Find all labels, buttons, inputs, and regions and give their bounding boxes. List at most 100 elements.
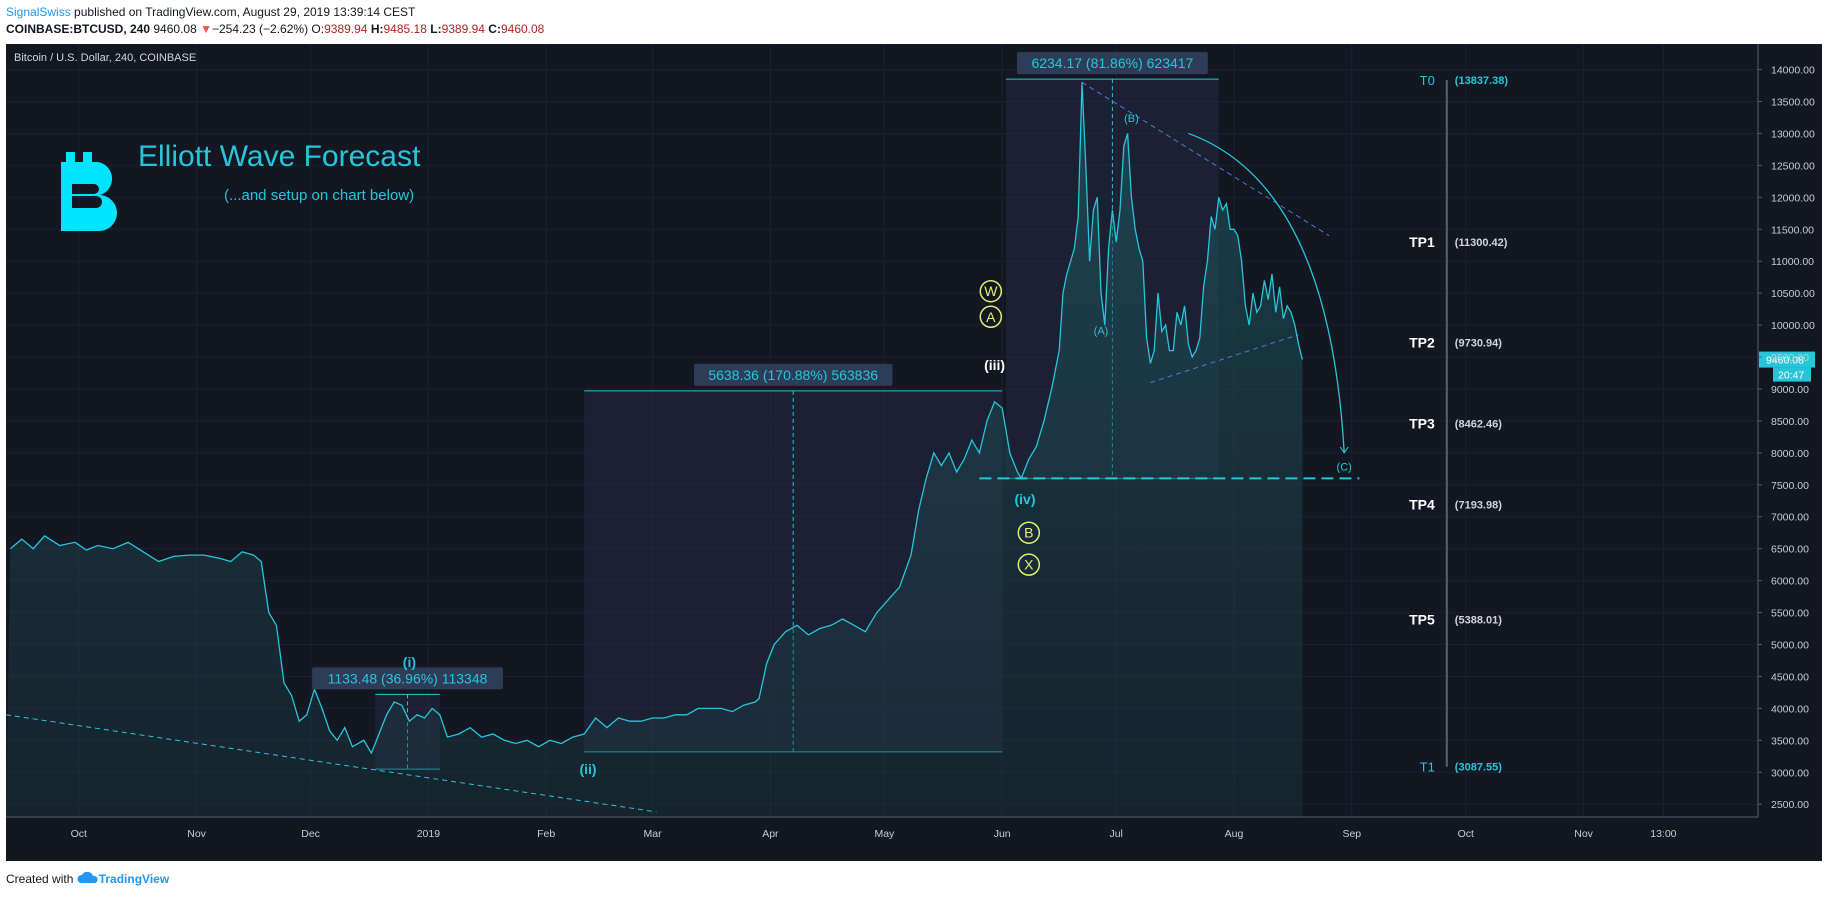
x-tick-label: Nov xyxy=(1574,828,1593,840)
y-tick-label: 5000.00 xyxy=(1771,640,1809,652)
trendlines xyxy=(5,81,1360,813)
forecast-arrow-head xyxy=(1339,446,1349,454)
y-tick-label: 9500.00 xyxy=(1771,352,1809,364)
x-tick-label: May xyxy=(874,828,895,840)
wave-label: (C) xyxy=(1337,462,1352,474)
x-tick-label: Dec xyxy=(301,828,320,840)
y-tick-label: 11500.00 xyxy=(1771,224,1814,236)
wave-circle-label: X xyxy=(1024,557,1034,573)
footer-text: Created with xyxy=(6,872,74,886)
target-name: TP5 xyxy=(1409,612,1435,628)
tradingview-cloud-icon xyxy=(77,871,98,883)
bitcoin-logo-icon xyxy=(61,152,118,232)
countdown-box xyxy=(1773,367,1811,382)
annotations: 1133.48 (36.96%) 113348 5638.36 (170.88%)… xyxy=(312,52,1815,777)
target-value: (8462.46) xyxy=(1455,418,1502,430)
overlay-subtitle: (...and setup on chart below) xyxy=(224,187,414,204)
y-tick-label: 2500.00 xyxy=(1771,799,1809,811)
target-name: T1 xyxy=(1420,760,1435,775)
wave-label: (i) xyxy=(403,654,416,670)
high-value: 9485.18 xyxy=(383,22,427,36)
wave-label: (B) xyxy=(1124,113,1139,125)
measure-label: 5638.36 (170.88%) 563836 xyxy=(708,367,878,383)
x-tick-label: 2019 xyxy=(417,828,441,840)
y-tick-label: 3500.00 xyxy=(1771,735,1809,747)
trendline-support xyxy=(1150,334,1299,384)
last-price: 9460.08 xyxy=(153,22,197,36)
target-value: (11300.42) xyxy=(1455,237,1508,249)
y-tick-label: 9000.00 xyxy=(1771,384,1809,396)
price-area-fill xyxy=(6,82,1303,818)
down-arrow-icon: ▼ xyxy=(200,22,212,36)
target-value: (3087.55) xyxy=(1455,762,1502,774)
price-line xyxy=(9,82,1304,755)
chart-title: Bitcoin / U.S. Dollar, 240, COINBASE xyxy=(14,52,196,64)
overlay-title: Elliott Wave Forecast xyxy=(138,140,421,173)
trendline-lower xyxy=(5,714,657,813)
y-tick-label: 8000.00 xyxy=(1771,448,1809,460)
y-tick-label: 11000.00 xyxy=(1771,256,1814,268)
y-tick-label: 10500.00 xyxy=(1771,288,1815,300)
high-label: H: xyxy=(370,22,384,36)
wave-label: (ii) xyxy=(579,761,596,777)
x-tick-label: Jul xyxy=(1109,828,1122,840)
target-value: (13837.38) xyxy=(1455,75,1509,87)
y-tick-label: 3000.00 xyxy=(1771,767,1809,779)
target-name: TP2 xyxy=(1409,334,1435,350)
price-chart[interactable]: 1133.48 (36.96%) 113348 5638.36 (170.88%)… xyxy=(5,44,1822,861)
wave-circle xyxy=(979,305,1003,329)
y-tick-label: 5500.00 xyxy=(1771,608,1809,620)
y-tick-label: 7000.00 xyxy=(1771,512,1809,524)
x-tick-label: Oct xyxy=(71,828,87,840)
chart-area[interactable]: 1133.48 (36.96%) 113348 5638.36 (170.88%)… xyxy=(5,44,1822,861)
symbol-label: COINBASE:BTCUSD, 240 xyxy=(6,22,151,36)
x-tick-label: Feb xyxy=(537,828,555,840)
measure-label-bg xyxy=(1017,52,1208,75)
tradingview-link[interactable]: TradingView xyxy=(98,872,170,886)
x-tick-label: Nov xyxy=(187,828,206,840)
x-tick-label: 13:00 xyxy=(1650,828,1676,840)
close-label: C: xyxy=(488,22,501,36)
y-tick-label: 6500.00 xyxy=(1771,544,1809,556)
wave-label: (iii) xyxy=(984,357,1005,373)
wave-circle xyxy=(1017,553,1041,576)
publish-header: SignalSwiss published on TradingView.com… xyxy=(6,4,544,38)
target-value: (7193.98) xyxy=(1455,499,1502,511)
x-tick-label: Jun xyxy=(994,828,1011,840)
measure-label-bg xyxy=(694,363,893,386)
y-tick-label: 14000.00 xyxy=(1771,65,1815,77)
low-label: L: xyxy=(430,22,442,36)
wave-circle-label: W xyxy=(984,283,998,299)
y-tick-label: 7500.00 xyxy=(1771,480,1809,492)
publish-info: published on TradingView.com, August 29,… xyxy=(74,5,416,19)
wave-circle xyxy=(979,279,1003,303)
last-price-box xyxy=(1759,351,1815,368)
publish-line: SignalSwiss published on TradingView.com… xyxy=(6,4,544,21)
y-tick-label: 12500.00 xyxy=(1771,160,1815,172)
countdown-tag: 20:47 xyxy=(1778,370,1804,382)
x-tick-label: Aug xyxy=(1225,828,1244,840)
wave-circle xyxy=(1017,521,1041,544)
y-tick-label: 4500.00 xyxy=(1771,671,1809,683)
y-tick-label: 6000.00 xyxy=(1771,576,1809,588)
y-tick-label: 13500.00 xyxy=(1771,96,1815,108)
y-tick-label: 13000.00 xyxy=(1771,128,1815,140)
y-tick-label: 12000.00 xyxy=(1771,192,1815,204)
wave-label: (A) xyxy=(1094,326,1109,338)
target-value: (5388.01) xyxy=(1455,615,1502,627)
x-tick-label: Apr xyxy=(762,828,779,840)
target-name: TP3 xyxy=(1409,415,1435,431)
x-tick-label: Sep xyxy=(1342,828,1361,840)
author-link[interactable]: SignalSwiss xyxy=(6,5,71,19)
target-name: TP1 xyxy=(1409,234,1435,250)
target-name: TP4 xyxy=(1409,496,1435,512)
open-value: 9389.94 xyxy=(324,22,368,36)
y-tick-label: 10000.00 xyxy=(1771,320,1815,332)
measure-label-bg xyxy=(312,667,503,690)
wave-label: (iv) xyxy=(1015,491,1036,507)
open-label: O: xyxy=(311,22,325,36)
forecast-arc xyxy=(1188,132,1345,453)
last-price-tag: 9460.08 xyxy=(1766,355,1804,367)
footer: Created with TradingView xyxy=(6,871,170,886)
x-tick-label: Oct xyxy=(1458,828,1474,840)
